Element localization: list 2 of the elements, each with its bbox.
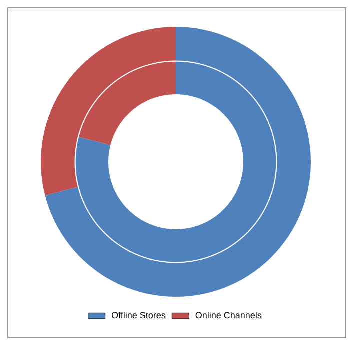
legend-label: Online Channels bbox=[196, 312, 262, 319]
legend-label: Offline Stores bbox=[112, 312, 166, 319]
